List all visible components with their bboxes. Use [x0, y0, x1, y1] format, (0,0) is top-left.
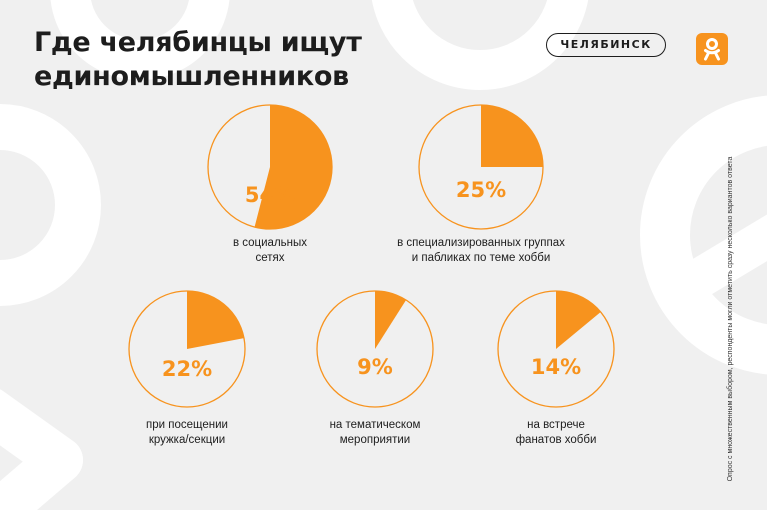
pie-slice-5: [556, 291, 601, 349]
pie-category-label-line: мероприятии: [339, 434, 411, 446]
pie-category-label-line: на встрече: [527, 419, 585, 431]
pie-category-label-1: в социальных сетях: [160, 236, 380, 266]
pie-category-label-line: в специализированных группах: [397, 237, 565, 249]
pie-category-label-line: на тематическом: [329, 419, 421, 431]
pie-slice-3: [187, 291, 244, 349]
pie-category-label-line: при посещении: [146, 419, 228, 431]
pie-category-label-4: на тематическом мероприятии: [265, 418, 485, 448]
title-line-2: единомышленников: [34, 61, 349, 92]
pie-category-label-line: фанатов хобби: [515, 434, 597, 446]
pie-category-label-5: на встрече фанатов хобби: [446, 418, 666, 448]
pie-category-label-line: в социальных: [232, 237, 308, 249]
pie-slice-4: [375, 291, 407, 349]
pie-category-label-3: при посещении кружка/секции: [77, 418, 297, 448]
pie-value-label-2: 25%: [455, 178, 507, 202]
pie-value-label-3: 22%: [161, 357, 213, 381]
pie-category-label-2: в специализированных группах и пабликах п…: [371, 236, 591, 266]
pie-value-label-4: 9%: [357, 355, 393, 379]
pie-category-label-line: кружка/секции: [148, 434, 226, 446]
pie-category-label-line: и пабликах по теме хобби: [411, 252, 551, 264]
pie-value-label-5: 14%: [530, 355, 582, 379]
pie-value-label-1: 54%: [244, 183, 296, 207]
title-line-1: Где челябинцы ищут: [34, 27, 362, 58]
pie-category-label-line: сетях: [255, 252, 285, 264]
pie-slice-1: [254, 105, 333, 230]
ok-logo-icon: [696, 33, 728, 65]
city-badge: ЧЕЛЯБИНСК: [546, 33, 666, 57]
pie-slice-2: [481, 105, 543, 167]
page-title: Где челябинцы ищут единомышленников: [34, 26, 362, 94]
